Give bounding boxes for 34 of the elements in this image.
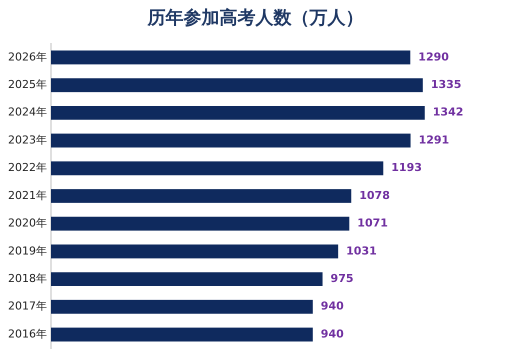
bar: [50, 216, 350, 231]
data-label: 1193: [391, 161, 422, 174]
bar: [50, 300, 313, 314]
y-tick-label: 2017年: [8, 300, 47, 313]
bar: [50, 106, 425, 120]
y-tick-label: 2021年: [8, 188, 47, 202]
bar: [50, 161, 384, 176]
bar: [50, 272, 323, 286]
data-label: 1342: [432, 106, 464, 119]
data-label: 975: [330, 272, 354, 285]
y-tick-label: 2022年: [8, 161, 47, 174]
y-tick-label: 2026年: [8, 50, 47, 64]
bar: [50, 244, 338, 258]
bar: [50, 189, 352, 203]
bar: [50, 134, 411, 148]
y-tick-label: 2025年: [8, 78, 47, 92]
bar: [50, 50, 410, 64]
y-tick-label: 2024年: [8, 106, 47, 119]
data-label: 1290: [418, 50, 450, 64]
data-label: 940: [320, 327, 344, 340]
bar: [50, 78, 423, 92]
data-label: 1291: [418, 133, 450, 146]
data-label: 1031: [346, 244, 377, 258]
y-tick-label: 2018年: [8, 272, 47, 285]
y-tick-label: 2023年: [8, 133, 47, 146]
data-label: 1335: [430, 78, 462, 92]
data-label: 1071: [357, 216, 388, 230]
y-tick-label: 2020年: [8, 216, 47, 230]
data-label: 940: [320, 300, 344, 313]
y-tick-label: 2019年: [8, 244, 47, 258]
bar: [50, 328, 313, 342]
chart-title: 历年参加高考人数（万人）: [146, 7, 364, 28]
y-tick-label: 2016年: [8, 327, 47, 340]
data-label: 1078: [359, 188, 390, 202]
